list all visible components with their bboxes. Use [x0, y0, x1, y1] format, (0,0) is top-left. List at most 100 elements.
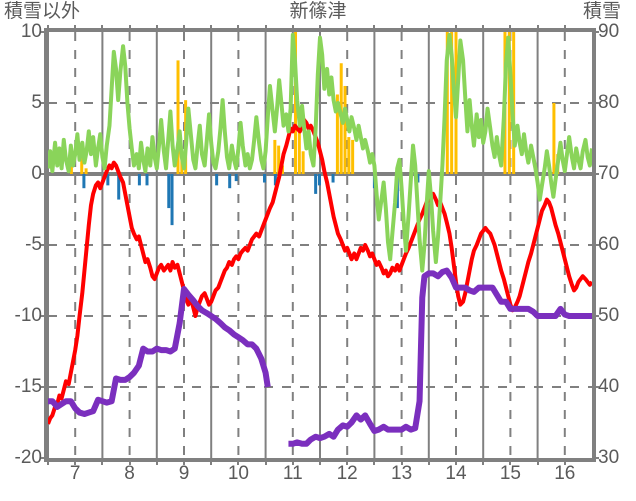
bar — [450, 32, 454, 174]
bar — [263, 174, 267, 183]
bar — [351, 139, 355, 174]
bar — [106, 174, 110, 186]
tick-mark — [373, 458, 376, 465]
bar — [317, 174, 321, 186]
series-line — [48, 118, 592, 425]
x-tick: 15 — [499, 463, 521, 484]
tick-mark — [592, 102, 599, 104]
tick-mark — [563, 458, 566, 465]
tick-mark — [74, 25, 77, 32]
series-line — [288, 267, 592, 447]
y-tick-left: 0 — [31, 163, 42, 184]
x-tick: 8 — [124, 463, 135, 484]
tick-mark — [264, 458, 267, 465]
tick-mark — [41, 173, 48, 175]
tick-mark — [592, 457, 599, 459]
bar — [234, 174, 238, 182]
y-tick-right: 50 — [598, 305, 620, 326]
tick-mark — [592, 386, 599, 388]
tick-mark — [427, 458, 430, 465]
tick-mark — [101, 25, 104, 32]
bar — [277, 145, 281, 174]
x-tick: 16 — [554, 463, 576, 484]
series-line — [48, 286, 271, 417]
tick-mark — [482, 25, 485, 32]
tick-mark — [41, 31, 48, 33]
y-tick-right: 30 — [598, 447, 620, 468]
y-tick-right: 40 — [598, 376, 620, 397]
bar — [145, 174, 149, 186]
tick-mark — [41, 457, 48, 459]
tick-mark — [455, 458, 457, 465]
tick-mark — [592, 244, 599, 246]
x-tick: 11 — [282, 463, 303, 484]
bar — [170, 174, 174, 226]
bar — [84, 168, 88, 174]
left-axis-title: 積雪以外 — [4, 1, 81, 22]
tick-mark — [536, 25, 539, 32]
bar — [552, 103, 556, 174]
tick-mark — [183, 25, 185, 32]
bar — [347, 137, 351, 174]
plot-area — [48, 32, 592, 458]
tick-mark — [346, 458, 349, 465]
x-tick: 7 — [69, 463, 81, 484]
bar — [82, 174, 86, 189]
y-axis-right: 30 40 50 60 70 80 90 — [598, 0, 636, 501]
bar — [228, 174, 232, 189]
bar — [301, 151, 305, 174]
tick-mark — [291, 25, 294, 32]
bar — [176, 60, 180, 174]
tick-mark — [455, 25, 457, 32]
tick-mark — [128, 458, 131, 465]
x-tick: 9 — [178, 463, 190, 484]
tick-mark — [155, 458, 158, 465]
tick-mark — [509, 458, 512, 465]
series-line — [48, 32, 592, 273]
bar — [507, 32, 511, 174]
y-tick-left: -20 — [14, 447, 42, 468]
bar — [80, 155, 84, 174]
tick-mark — [427, 25, 430, 32]
tick-mark — [509, 25, 512, 32]
bar — [167, 174, 171, 209]
right-axis-title: 積雪 — [583, 1, 622, 22]
tick-mark — [592, 315, 599, 317]
tick-mark — [291, 458, 294, 465]
tick-mark — [128, 25, 131, 32]
series-snow — [48, 267, 592, 447]
tick-mark — [210, 458, 213, 465]
tick-mark — [319, 458, 321, 465]
tick-mark — [373, 25, 376, 32]
bar — [314, 174, 318, 194]
bar — [137, 174, 141, 186]
series-temperature — [48, 118, 592, 425]
tick-mark — [592, 173, 599, 175]
tick-mark — [536, 458, 539, 465]
x-tick: 13 — [391, 463, 413, 484]
y-tick-right: 60 — [598, 234, 620, 255]
bar — [331, 174, 335, 183]
tick-mark — [264, 25, 267, 32]
y-tick-left: -5 — [25, 234, 42, 255]
series-wind — [48, 32, 592, 273]
tick-mark — [74, 458, 77, 465]
bar — [297, 108, 301, 174]
bar — [117, 174, 121, 200]
tick-mark — [237, 25, 240, 32]
y-tick-right: 90 — [598, 21, 620, 42]
bar — [273, 174, 277, 186]
bar — [445, 32, 449, 174]
bar — [273, 139, 277, 174]
tick-mark — [482, 458, 485, 465]
tick-mark — [47, 458, 49, 465]
tick-mark — [346, 25, 349, 32]
tick-mark — [210, 25, 213, 32]
y-tick-right: 80 — [598, 92, 620, 113]
x-tick: 14 — [445, 463, 467, 484]
tick-mark — [592, 31, 599, 33]
x-tick: 12 — [336, 463, 358, 484]
tick-mark — [101, 458, 104, 465]
chart-title: 新篠津 — [289, 1, 347, 22]
